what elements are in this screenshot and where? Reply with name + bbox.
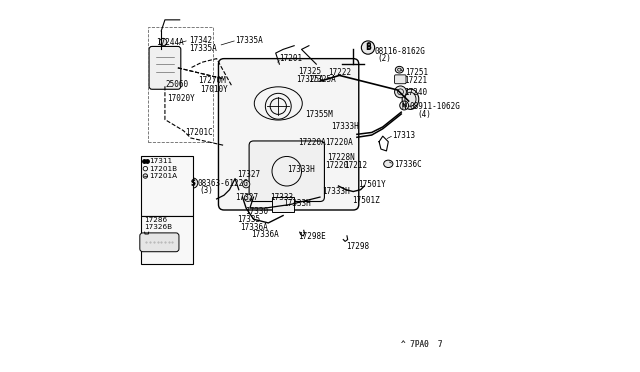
Text: 17335A: 17335A <box>235 36 263 45</box>
Text: 17336A: 17336A <box>241 223 268 232</box>
Text: 17220A: 17220A <box>326 138 353 147</box>
Bar <box>272 197 294 212</box>
Bar <box>141 215 193 263</box>
Circle shape <box>143 174 148 178</box>
Text: 17342: 17342 <box>189 36 212 45</box>
Text: 17298: 17298 <box>347 243 370 251</box>
Text: (4): (4) <box>418 109 432 119</box>
Circle shape <box>243 180 250 188</box>
Text: 17333H: 17333H <box>331 122 359 131</box>
Text: S: S <box>190 179 195 187</box>
FancyBboxPatch shape <box>140 233 179 252</box>
FancyBboxPatch shape <box>218 59 359 210</box>
Text: 17240: 17240 <box>404 89 428 97</box>
Ellipse shape <box>402 89 419 109</box>
Text: 17355M: 17355M <box>305 109 333 119</box>
Text: 17010Y: 17010Y <box>200 85 228 94</box>
Text: 17201A: 17201A <box>149 173 177 179</box>
Text: 17330: 17330 <box>245 207 269 217</box>
Text: 17020Y: 17020Y <box>167 94 195 103</box>
Text: N: N <box>401 103 407 108</box>
FancyBboxPatch shape <box>395 75 406 84</box>
Circle shape <box>395 86 406 98</box>
Text: 17327: 17327 <box>237 170 260 179</box>
Text: 08911-1062G: 08911-1062G <box>410 102 460 111</box>
Text: 17270M: 17270M <box>198 76 226 85</box>
Text: 25060: 25060 <box>166 80 189 89</box>
Text: 17333: 17333 <box>270 193 293 202</box>
Text: 17335A: 17335A <box>189 44 217 53</box>
Text: 08116-8162G: 08116-8162G <box>374 47 426 56</box>
Bar <box>141 157 193 215</box>
Text: 17222: 17222 <box>328 68 351 77</box>
Text: 17501Y: 17501Y <box>358 180 385 189</box>
Text: ^ 7PA0  7: ^ 7PA0 7 <box>401 340 443 349</box>
Text: ^ 7PA0  7: ^ 7PA0 7 <box>401 340 443 349</box>
Ellipse shape <box>396 66 403 73</box>
Text: 17336C: 17336C <box>394 160 422 169</box>
Text: (3): (3) <box>199 186 213 195</box>
Text: 17251: 17251 <box>405 68 428 77</box>
Text: 17333H: 17333H <box>283 199 311 208</box>
Text: (2): (2) <box>377 54 391 63</box>
Text: 17326B: 17326B <box>145 224 173 230</box>
Text: 17325A: 17325A <box>308 75 336 84</box>
Text: 17201: 17201 <box>280 54 303 63</box>
Text: 17201C: 17201C <box>185 128 213 137</box>
FancyBboxPatch shape <box>249 141 324 202</box>
FancyBboxPatch shape <box>149 46 181 89</box>
Text: 17327: 17327 <box>235 193 258 202</box>
Text: 17313: 17313 <box>392 131 415 140</box>
Text: 17298E: 17298E <box>298 232 326 241</box>
Text: 17501Z: 17501Z <box>352 196 380 205</box>
Text: 17228N: 17228N <box>328 153 355 162</box>
Text: 17221: 17221 <box>404 76 428 85</box>
Text: 17336A: 17336A <box>251 230 278 239</box>
Text: 17220: 17220 <box>326 161 349 170</box>
Ellipse shape <box>384 160 393 167</box>
Bar <box>148 27 213 142</box>
Text: 17286: 17286 <box>145 217 168 223</box>
Text: 17333H: 17333H <box>322 187 349 196</box>
Text: 17325A: 17325A <box>296 75 324 84</box>
Text: S: S <box>190 180 195 186</box>
Text: 17333H: 17333H <box>287 165 314 174</box>
Circle shape <box>362 41 374 54</box>
Text: N: N <box>402 102 406 111</box>
Text: 17325: 17325 <box>298 67 321 76</box>
Circle shape <box>188 178 198 188</box>
Text: 17220A: 17220A <box>298 138 326 147</box>
Text: B: B <box>366 42 371 51</box>
Circle shape <box>400 101 408 110</box>
Text: 17311: 17311 <box>149 158 173 164</box>
Text: 17212: 17212 <box>344 161 367 170</box>
Circle shape <box>244 194 252 202</box>
Text: 17244A: 17244A <box>156 38 184 46</box>
Circle shape <box>159 38 167 46</box>
Text: 17335: 17335 <box>237 215 260 224</box>
Text: 17201B: 17201B <box>149 166 177 171</box>
Text: B: B <box>365 43 371 52</box>
Text: 08363-6122G: 08363-6122G <box>197 179 248 187</box>
